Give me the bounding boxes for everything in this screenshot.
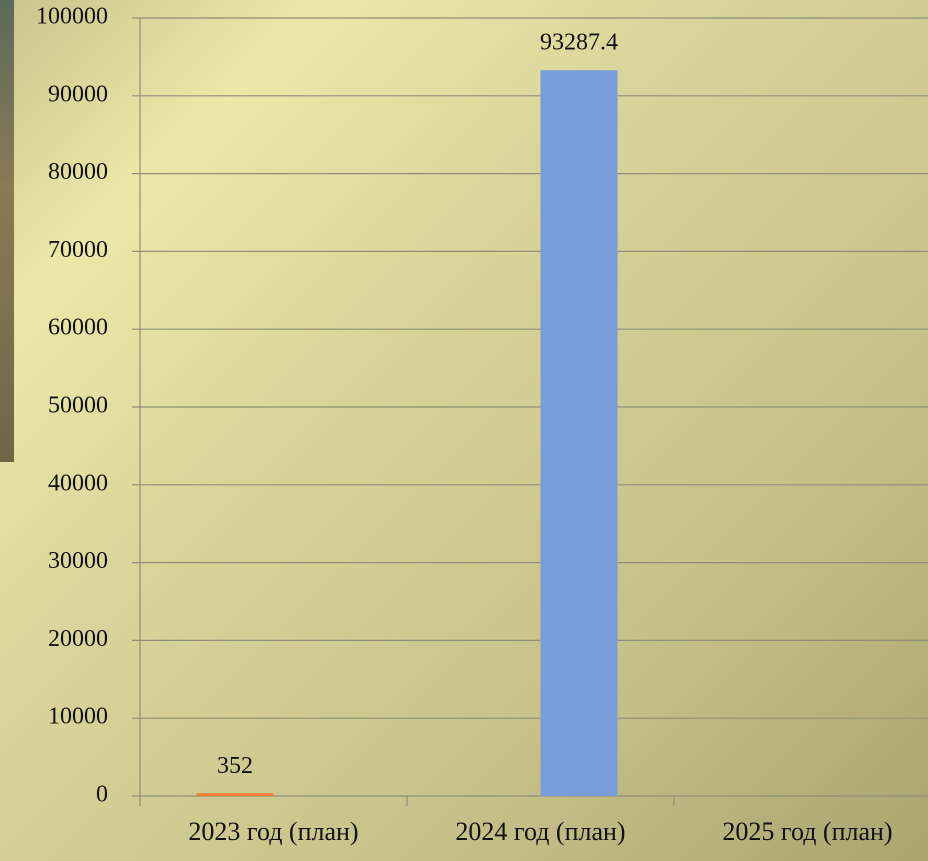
y-tick-label: 80000 bbox=[48, 159, 108, 185]
x-tick-label: 2023 год (план) bbox=[188, 817, 358, 846]
y-tick-label: 20000 bbox=[48, 626, 108, 652]
photo-edge bbox=[0, 0, 14, 462]
bar bbox=[540, 70, 618, 797]
y-tick-label: 30000 bbox=[48, 548, 108, 574]
y-tick-label: 60000 bbox=[48, 315, 108, 341]
data-label: 93287.4 bbox=[540, 30, 618, 56]
y-tick-label: 100000 bbox=[36, 4, 108, 30]
bar bbox=[196, 793, 274, 796]
y-tick-label: 70000 bbox=[48, 237, 108, 263]
y-tick-label: 40000 bbox=[48, 470, 108, 496]
x-tick-label: 2024 год (план) bbox=[455, 817, 625, 846]
data-label: 352 bbox=[217, 753, 253, 779]
y-tick-label: 10000 bbox=[48, 704, 108, 730]
y-tick-label: 90000 bbox=[48, 81, 108, 107]
x-tick-label: 2025 год (план) bbox=[722, 817, 892, 846]
y-tick-label: 50000 bbox=[48, 393, 108, 419]
y-tick-label: 0 bbox=[96, 782, 108, 808]
